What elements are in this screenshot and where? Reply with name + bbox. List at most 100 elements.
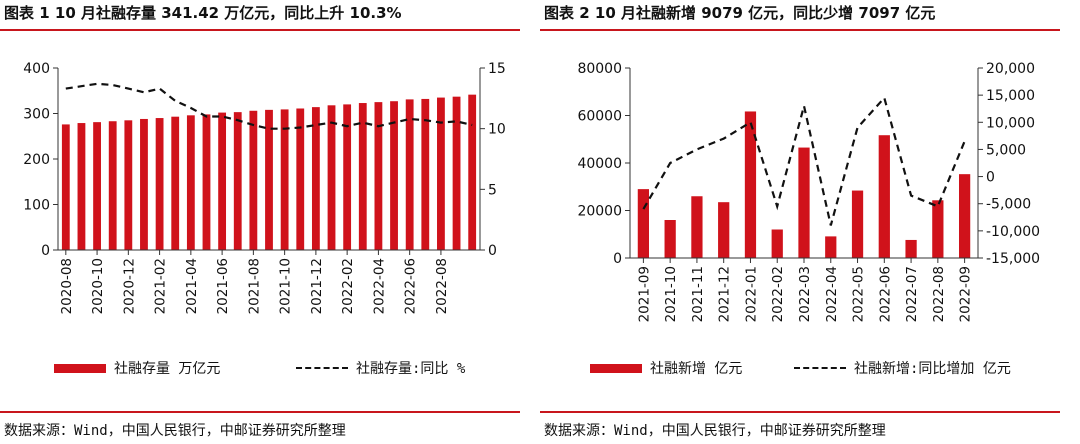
x-tick-label: 2022-04: [371, 258, 387, 314]
x-tick-label: 2021-12: [309, 258, 325, 314]
x-tick-label: 2022-01: [743, 266, 759, 322]
bar-2022-09: [452, 96, 461, 250]
bar-2021-12: [311, 107, 320, 250]
title-rule-left: [0, 29, 520, 31]
x-tick-label: 2021-04: [184, 258, 200, 314]
left-tick-label: 400: [23, 61, 50, 77]
x-tick-label: 2021-10: [663, 266, 679, 322]
x-tick-label: 2022-03: [797, 266, 813, 322]
x-tick-label: 2022-08: [434, 258, 450, 314]
bar-2022-02: [343, 104, 352, 251]
chart-title-right: 图表 2 10 月社融新增 9079 亿元，同比少增 7097 亿元: [544, 4, 936, 22]
bar-2022-10: [468, 94, 477, 250]
title-rule-right: [540, 29, 1060, 31]
legend-bar-swatch: [54, 363, 106, 373]
left-tick-label: 80000: [577, 61, 622, 77]
legend-line-label: 社融新增:同比增加 亿元: [854, 361, 1011, 377]
bar-2021-12: [718, 202, 730, 258]
bar-2021-01: [140, 118, 148, 251]
bar-2022-01: [327, 105, 336, 250]
bar-2021-08: [249, 110, 258, 251]
bar-2022-04: [374, 102, 383, 250]
bar-2022-08: [932, 200, 944, 258]
x-tick-label: 2021-09: [636, 266, 652, 322]
bar-2020-09: [77, 123, 86, 250]
left-tick-label: 60000: [577, 109, 622, 125]
source-rule-left: [0, 411, 520, 413]
flow-chart: 0 20000 40000 60000 80000 -15,000 -10,000 -5,00…: [577, 61, 1040, 322]
legend-item-bar-left: 社融存量 万亿元: [54, 358, 220, 378]
bar-2022-08: [437, 97, 445, 250]
right-tick-label: -15,000: [986, 251, 1040, 267]
bar-2021-02: [155, 118, 164, 250]
x-tick-label: 2022-04: [824, 266, 840, 322]
legend-item-bar-right: 社融新增 亿元: [590, 358, 742, 378]
x-tick-label: 2021-02: [153, 258, 169, 314]
x-tick-label: 2022-09: [958, 266, 974, 322]
chart-title-left: 图表 1 10 月社融存量 341.42 万亿元，同比上升 10.3%: [4, 4, 402, 22]
right-tick-label: 15,000: [986, 88, 1035, 104]
bar-2020-08: [61, 124, 70, 250]
right-tick-label: 0: [986, 170, 995, 186]
x-tick-label: 2020-10: [90, 258, 106, 314]
bar-2021-11: [296, 108, 305, 251]
bar-2022-07: [905, 239, 917, 258]
stock-chart: 0 100 200 300 400 0 5 10 15 2020-08 2020-10 2020-12…: [23, 61, 506, 314]
x-tick-label: 2020-12: [121, 258, 137, 314]
x-tick-label: 2022-05: [851, 266, 867, 322]
chart-panel-left: 图表 1 10 月社融存量 341.42 万亿元，同比上升 10.3% 0 100…: [0, 0, 530, 444]
legend-bar-label: 社融存量 万亿元: [114, 361, 221, 377]
source-note-right: 数据来源：Wind，中国人民银行，中邮证券研究所整理: [544, 423, 886, 439]
bar-2022-09: [958, 174, 971, 258]
right-tick-label: 10: [488, 122, 506, 138]
x-tick-label: 2021-08: [246, 258, 262, 314]
chart-panel-right: 图表 2 10 月社融新增 9079 亿元，同比少增 7097 亿元 0 2000…: [540, 0, 1070, 444]
x-tick-label: 2021-11: [690, 266, 706, 322]
left-tick-label: 20000: [577, 204, 622, 220]
bar-2021-05: [202, 114, 211, 250]
left-tick-label: 0: [41, 243, 50, 259]
bar-2021-09: [637, 189, 650, 258]
right-tick-label: 15: [488, 61, 506, 77]
right-tick-label: -5,000: [986, 197, 1031, 213]
left-tick-label: 100: [23, 198, 50, 214]
x-tick-label: 2021-06: [215, 258, 231, 314]
source-rule-right: [540, 411, 1060, 413]
bar-2021-11: [691, 196, 703, 258]
x-tick-label: 2021-10: [278, 258, 294, 314]
bar-2022-01: [744, 111, 757, 259]
bar-2021-10: [280, 109, 289, 250]
legend-line-label: 社融存量:同比 %: [356, 361, 466, 377]
legend-line-swatch: [296, 367, 348, 369]
x-tick-label: 2020-08: [59, 258, 75, 314]
right-tick-label: 0: [488, 243, 497, 259]
legend-bar-swatch: [590, 363, 642, 373]
left-tick-label: 0: [613, 251, 622, 267]
x-tick-label: 2022-02: [770, 266, 786, 322]
bar-2020-12: [124, 120, 133, 250]
bar-2021-03: [171, 116, 180, 250]
legend-line-swatch: [794, 367, 846, 369]
x-tick-label: 2021-12: [717, 266, 733, 322]
bar-2022-02: [771, 229, 783, 258]
bar-2022-03: [358, 103, 367, 250]
x-tick-label: 2022-02: [340, 258, 356, 314]
bar-2022-06: [878, 135, 890, 258]
bar-2022-07: [421, 98, 430, 250]
bar-2020-11: [108, 121, 117, 250]
bar-2021-04: [186, 115, 195, 250]
x-tick-label: 2022-08: [931, 266, 947, 322]
bar-2022-05: [390, 101, 398, 250]
bar-2022-04: [825, 236, 837, 258]
yoy-line: [642, 95, 966, 226]
x-tick-label: 2022-07: [904, 266, 920, 322]
legend-item-line-left: 社融存量:同比 %: [296, 358, 465, 378]
bar-2022-06: [405, 99, 414, 250]
right-tick-label: -10,000: [986, 224, 1040, 240]
right-tick-label: 5,000: [986, 142, 1026, 158]
bar-2020-10: [93, 122, 101, 250]
right-tick-label: 20,000: [986, 61, 1035, 77]
left-tick-label: 300: [23, 107, 50, 123]
left-tick-label: 40000: [577, 156, 622, 172]
legend-item-line-right: 社融新增:同比增加 亿元: [794, 358, 1011, 378]
